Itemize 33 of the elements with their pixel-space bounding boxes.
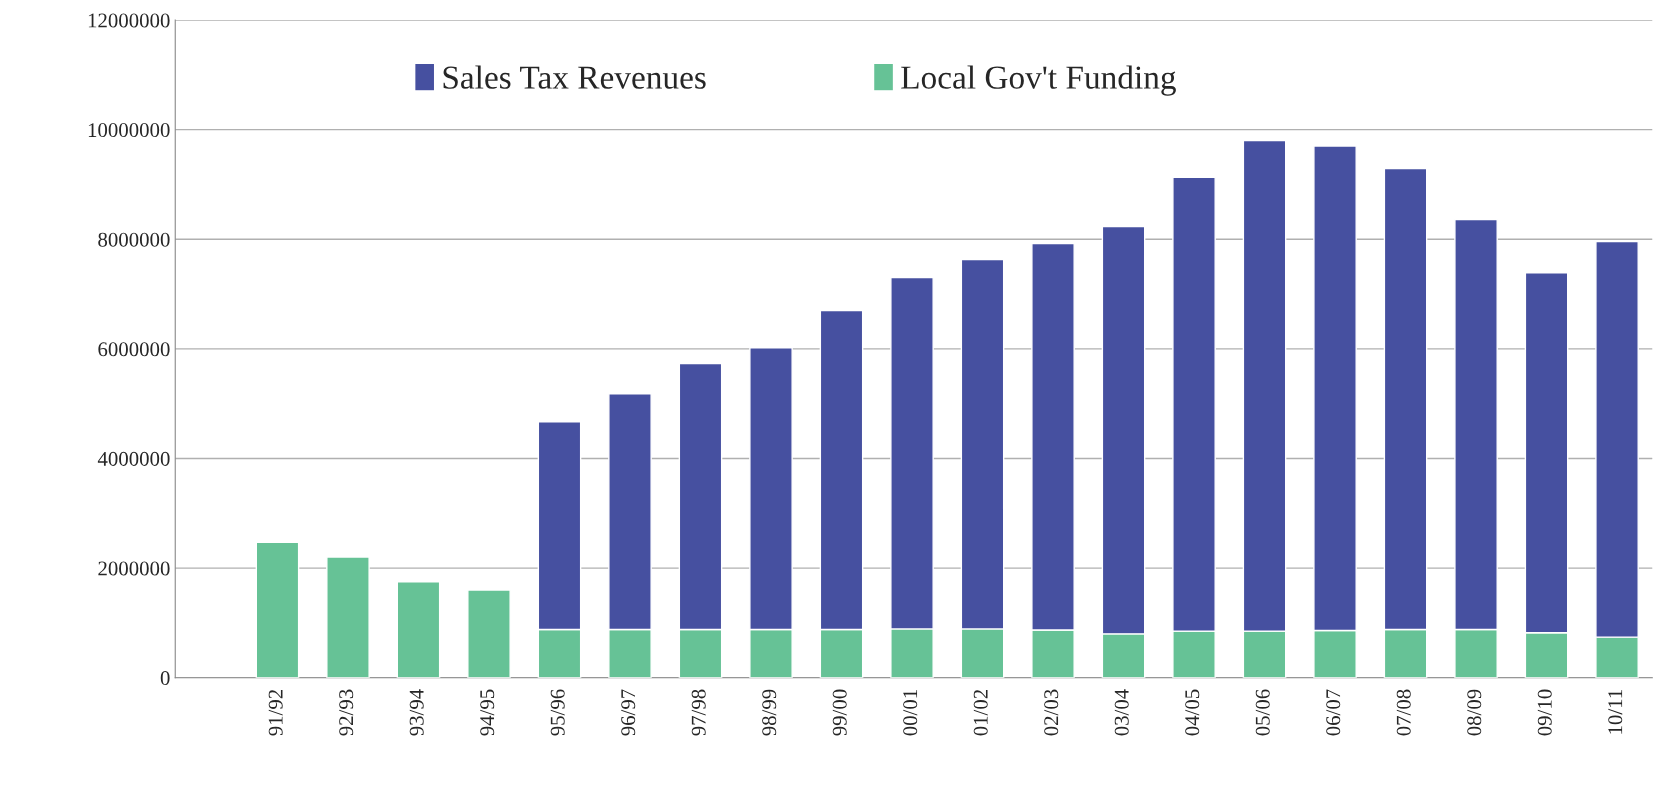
x-tick-label: 92/93 xyxy=(339,689,354,736)
y-tick-label: 10000000 xyxy=(88,123,170,138)
y-tick-label: 6000000 xyxy=(98,342,170,357)
y-tick-label: 2000000 xyxy=(98,561,170,576)
x-tick-label: 04/05 xyxy=(1185,689,1200,736)
bar xyxy=(255,541,300,678)
x-tick-label: 01/02 xyxy=(973,689,988,736)
x-tick-label: 91/92 xyxy=(268,689,283,736)
x-tick-label: 00/01 xyxy=(903,690,918,736)
x-tick-label: 08/09 xyxy=(1467,689,1482,736)
x-tick-label: 93/94 xyxy=(409,689,424,736)
x-tick-label: 07/08 xyxy=(1396,689,1411,736)
x-tick-label: 06/07 xyxy=(1326,689,1341,736)
x-tick-label: 97/98 xyxy=(691,689,706,736)
bar xyxy=(467,589,511,678)
x-tick-label: 95/96 xyxy=(550,689,565,736)
bar xyxy=(396,581,441,678)
legend-label: Local Gov't Funding xyxy=(901,65,1176,96)
x-tick-label: 02/03 xyxy=(1044,689,1059,736)
y-tick-label: 12000000 xyxy=(88,13,170,28)
bar xyxy=(326,556,370,678)
x-tick-label: 96/97 xyxy=(621,689,636,736)
y-tick-label: 0 xyxy=(160,671,170,686)
x-tick-label: 09/10 xyxy=(1537,689,1552,736)
x-tick-label: 99/00 xyxy=(832,689,847,736)
x-tick-label: 05/06 xyxy=(1255,689,1270,736)
x-tick-label: 03/04 xyxy=(1114,689,1129,736)
x-tick-label: 10/11 xyxy=(1608,690,1623,734)
y-tick-label: 8000000 xyxy=(98,232,170,247)
x-tick-label: 94/95 xyxy=(480,689,495,736)
x-tick-label: 98/99 xyxy=(762,689,777,736)
legend-label: Sales Tax Revenues xyxy=(443,65,706,89)
y-tick-label: 4000000 xyxy=(97,451,170,466)
